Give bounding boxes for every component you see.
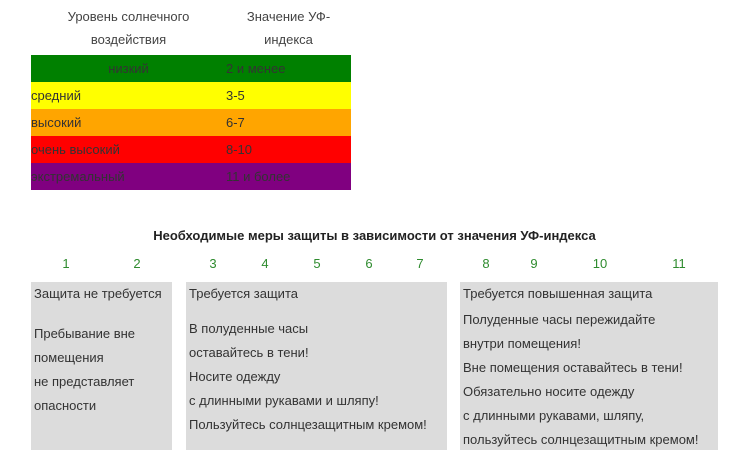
protection-box-none: Защита не требуется Пребывание вне помещ… bbox=[31, 282, 172, 450]
uv-level-cell: экстремальный bbox=[31, 169, 125, 184]
protection-box-line: Вне помещения оставайтесь в тени! bbox=[463, 360, 683, 375]
uv-level-cell: низкий bbox=[108, 61, 149, 76]
uv-row-very-high: очень высокий 8-10 bbox=[31, 136, 351, 163]
protection-box-line: пользуйтесь солнцезащитным кремом! bbox=[463, 432, 699, 447]
uv-value-cell: 2 и менее bbox=[226, 61, 286, 76]
protection-box-required: Требуется защита В полуденные часы остав… bbox=[186, 282, 447, 450]
uv-index-number: 10 bbox=[592, 256, 608, 271]
protection-box-line: Пребывание вне bbox=[34, 326, 136, 341]
uv-index-number: 3 bbox=[209, 256, 217, 271]
protection-box-line: помещения bbox=[34, 350, 104, 365]
protection-box-line: Носите одежду bbox=[189, 369, 281, 384]
uv-value-cell: 3-5 bbox=[226, 88, 245, 103]
uv-value-cell: 11 и более bbox=[226, 169, 291, 184]
uv-index-number: 7 bbox=[416, 256, 424, 271]
uv-value-cell: 8-10 bbox=[226, 142, 253, 157]
protection-box-line: не представляет bbox=[34, 374, 135, 389]
protection-box-line: с длинными рукавами и шляпу! bbox=[189, 393, 379, 408]
header-exposure-level: Уровень солнечного воздействия bbox=[31, 0, 226, 55]
protection-box-title: Защита не требуется bbox=[34, 286, 162, 301]
protection-box-line: опасности bbox=[34, 398, 97, 413]
uv-index-number: 4 bbox=[261, 256, 269, 271]
protection-box-line: Пользуйтесь солнцезащитным кремом! bbox=[189, 417, 427, 432]
header-uv-index-line2: индекса bbox=[264, 31, 313, 47]
protection-box-line: внутри помещения! bbox=[463, 336, 581, 351]
uv-value-cell: 6-7 bbox=[226, 115, 245, 130]
uv-index-number: 1 bbox=[62, 256, 70, 271]
header-uv-index-line1: Значение УФ- bbox=[246, 8, 331, 24]
header-uv-index: Значение УФ- индекса bbox=[226, 0, 351, 55]
protection-box-increased: Требуется повышенная защита Полуденные ч… bbox=[460, 282, 718, 450]
uv-level-cell: средний bbox=[31, 88, 81, 103]
uv-level-cell: высокий bbox=[31, 115, 82, 130]
uv-row-high: высокий 6-7 bbox=[31, 109, 351, 136]
protection-box-line: Обязательно носите одежду bbox=[463, 384, 635, 399]
protection-box-title: Требуется повышенная защита bbox=[463, 286, 653, 301]
uv-index-number: 11 bbox=[672, 256, 686, 271]
protection-box-line: с длинными рукавами, шляпу, bbox=[463, 408, 645, 423]
protection-heading: Необходимые меры защиты в зависимости от… bbox=[153, 228, 596, 243]
uv-index-number: 2 bbox=[133, 256, 141, 271]
uv-level-table: Уровень солнечного воздействия Значение … bbox=[31, 0, 351, 190]
uv-index-number: 9 bbox=[530, 256, 538, 271]
uv-level-cell: очень высокий bbox=[31, 142, 120, 157]
protection-box-line: оставайтесь в тени! bbox=[189, 345, 309, 360]
uv-table-header-row: Уровень солнечного воздействия Значение … bbox=[31, 0, 351, 55]
protection-box-line: Полуденные часы пережидайте bbox=[463, 312, 656, 327]
protection-box-title: Требуется защита bbox=[189, 286, 298, 301]
header-exposure-level-line1: Уровень солнечного bbox=[67, 8, 190, 24]
protection-box-line: В полуденные часы bbox=[189, 321, 309, 336]
uv-row-medium: средний 3-5 bbox=[31, 82, 351, 109]
uv-index-number: 6 bbox=[365, 256, 373, 271]
uv-index-number: 8 bbox=[482, 256, 490, 271]
box-spacer bbox=[34, 306, 172, 322]
box-spacer bbox=[189, 306, 447, 317]
uv-row-low: низкий 2 и менее bbox=[31, 55, 351, 82]
header-exposure-level-line2: воздействия bbox=[90, 31, 167, 47]
uv-index-number: 5 bbox=[313, 256, 321, 271]
uv-row-extreme: экстремальный 11 и более bbox=[31, 163, 351, 190]
